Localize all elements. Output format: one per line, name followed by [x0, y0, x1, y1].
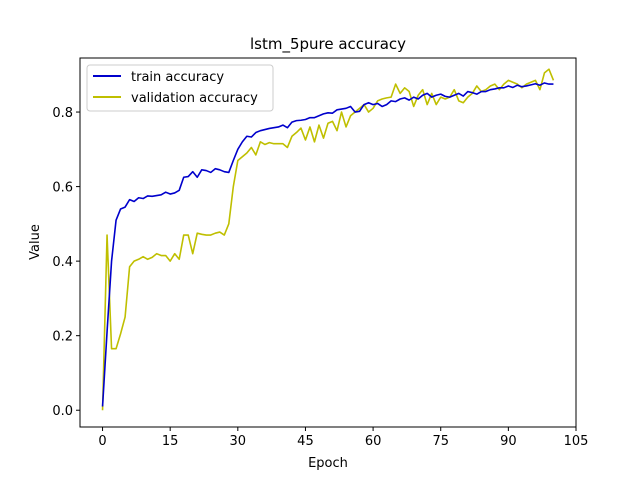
legend: train accuracy validation accuracy — [86, 64, 274, 112]
plot-background — [80, 58, 576, 427]
x-axis: 0 15 30 45 60 75 90 105 — [98, 427, 588, 449]
series-line-train-accuracy — [101, 82, 554, 407]
chart-title: lstm_5pure accuracy — [250, 35, 406, 54]
x-tick-label: 90 — [500, 434, 517, 449]
plot-area — [79, 57, 577, 428]
x-tick-label: 105 — [564, 434, 589, 449]
x-tick-label: 15 — [162, 434, 179, 449]
x-tick-label: 45 — [297, 434, 314, 449]
plot-frame — [79, 57, 577, 428]
y-axis: 0.0 0.2 0.4 0.6 0.8 — [52, 106, 80, 419]
y-tick-label: 0.4 — [52, 255, 73, 270]
series-line-validation-accuracy — [101, 68, 555, 411]
x-tick-label: 30 — [230, 434, 247, 449]
y-axis-label: Value — [28, 224, 43, 260]
y-tick-label: 0.0 — [52, 404, 73, 419]
y-tick-label: 0.2 — [52, 330, 73, 345]
y-tick-label: 0.8 — [52, 106, 73, 121]
legend-label-train-accuracy: train accuracy — [131, 70, 224, 85]
y-tick-label: 0.6 — [52, 181, 73, 196]
legend-label-validation-accuracy: validation accuracy — [131, 91, 258, 106]
x-tick-label: 0 — [98, 434, 106, 449]
x-axis-label: Epoch — [308, 456, 348, 471]
series-layer — [101, 68, 555, 411]
x-tick-label: 60 — [365, 434, 382, 449]
x-tick-label: 75 — [432, 434, 449, 449]
legend-box — [86, 64, 274, 112]
